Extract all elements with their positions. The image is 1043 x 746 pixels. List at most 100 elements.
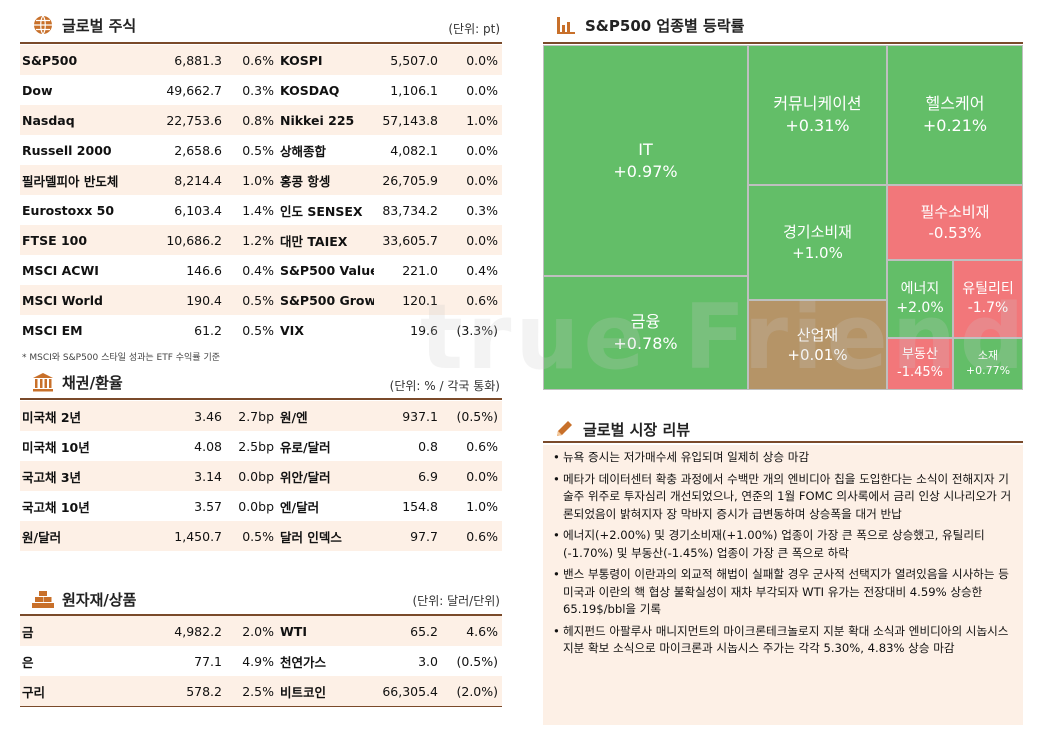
review-item: 에너지(+2.00%) 및 경기소비재(+1.00%) 업종이 가장 큰 폭으로… bbox=[553, 527, 1017, 562]
row-change: 1.0% bbox=[442, 105, 502, 135]
row-change: 0.0% bbox=[442, 225, 502, 255]
row-name: 미국채 10년 bbox=[22, 439, 90, 455]
row-change: 0.3% bbox=[242, 82, 274, 98]
row-value: 2,658.6 bbox=[174, 142, 222, 158]
table-row: S&P500 6,881.3 0.6% KOSPI 5,507.0 0.0% bbox=[20, 45, 502, 75]
row-name: 홍콩 항셍 bbox=[278, 165, 374, 195]
bonds-fx-title: 채권/환율 bbox=[62, 373, 123, 392]
row-value: 154.8 bbox=[402, 498, 438, 514]
row-value: 578.2 bbox=[150, 676, 226, 706]
row-change: (0.5%) bbox=[442, 401, 502, 431]
row-name: 국고채 3년 bbox=[20, 461, 150, 491]
global-stocks-table: S&P500 6,881.3 0.6% KOSPI 5,507.0 0.0% Dow 49,6… bbox=[20, 45, 502, 345]
sector-change: +0.78% bbox=[613, 334, 678, 353]
row-change: 1.4% bbox=[242, 202, 274, 218]
row-change: (3.3%) bbox=[456, 322, 498, 338]
sector-tile-energy: 에너지 +2.0% bbox=[888, 261, 952, 337]
row-change: 2.0% bbox=[226, 616, 278, 646]
row-change: 0.6% bbox=[442, 521, 502, 551]
table-row: 금 4,982.2 2.0% WTI 65.2 4.6% bbox=[20, 616, 502, 646]
sector-name: 부동산 bbox=[902, 347, 938, 363]
table-row: 원/달러 1,450.7 0.5% 달러 인덱스 97.7 0.6% bbox=[20, 521, 502, 551]
sector-treemap: IT +0.97% 커뮤니케이션 +0.31% 헬스케어 +0.21% 경기소비… bbox=[543, 45, 1023, 390]
divider bbox=[20, 42, 502, 44]
row-value: 97.7 bbox=[374, 521, 442, 551]
sector-tile-materials: 소재 +0.77% bbox=[954, 339, 1022, 389]
globe-icon bbox=[32, 14, 54, 36]
row-value: 120.1 bbox=[374, 285, 442, 315]
row-change: 4.6% bbox=[442, 616, 502, 646]
sector-name: 소재 bbox=[977, 349, 999, 363]
row-name: S&P500 Value bbox=[280, 262, 374, 278]
sector-change: -1.45% bbox=[897, 365, 943, 380]
row-value: 6,881.3 bbox=[150, 45, 226, 75]
row-change: 0.0% bbox=[442, 461, 502, 491]
sector-name: 필수소비재 bbox=[920, 203, 990, 222]
divider bbox=[543, 441, 1023, 443]
sector-name: 금융 bbox=[630, 312, 661, 332]
table-row: FTSE 100 10,686.2 1.2% 대만 TAIEX 33,605.7 0.0% bbox=[20, 225, 502, 255]
row-name: S&P500 bbox=[20, 45, 150, 75]
row-value: 3.57 bbox=[194, 498, 222, 514]
row-name: 국고채 10년 bbox=[22, 499, 90, 515]
row-name: 비트코인 bbox=[278, 676, 374, 706]
row-change: 0.6% bbox=[466, 438, 498, 454]
sector-name: 산업재 bbox=[796, 325, 839, 344]
row-value: 1,450.7 bbox=[150, 521, 226, 551]
sector-map-title: S&P500 업종별 등락률 bbox=[585, 16, 745, 35]
row-name: FTSE 100 bbox=[20, 225, 150, 255]
row-value: 4,982.2 bbox=[150, 616, 226, 646]
sector-name: IT bbox=[638, 139, 653, 159]
sector-name: 에너지 bbox=[900, 281, 940, 298]
row-value: 65.2 bbox=[374, 616, 442, 646]
global-stocks-header: 글로벌 주식 bbox=[32, 14, 136, 36]
row-value: 66,305.4 bbox=[374, 676, 442, 706]
row-change: 1.0% bbox=[226, 165, 278, 195]
row-value: 221.0 bbox=[402, 262, 438, 278]
row-name: MSCI ACWI bbox=[22, 262, 99, 278]
bonds-fx-table: 미국채 2년 3.46 2.7bp 원/엔 937.1 (0.5%) 미국채 10년 4.08… bbox=[20, 401, 502, 551]
row-name: Nasdaq bbox=[20, 105, 150, 135]
row-change: 0.5% bbox=[226, 521, 278, 551]
row-value: 3.14 bbox=[150, 461, 226, 491]
row-change: 0.5% bbox=[242, 322, 274, 338]
row-name: VIX bbox=[280, 322, 304, 338]
table-row: 필라델피아 반도체 8,214.4 1.0% 홍콩 항셍 26,705.9 0.0% bbox=[20, 165, 502, 195]
commodities-unit: (단위: 달러/단위) bbox=[412, 594, 500, 608]
row-change: 2.5% bbox=[226, 676, 278, 706]
row-change: 0.0bp bbox=[226, 461, 278, 491]
row-value: 26,705.9 bbox=[374, 165, 442, 195]
sector-tile-utilities: 유틸리티 -1.7% bbox=[954, 261, 1022, 337]
sector-tile-healthcare: 헬스케어 +0.21% bbox=[888, 46, 1022, 184]
bar-chart-icon bbox=[555, 14, 577, 36]
row-value: 8,214.4 bbox=[150, 165, 226, 195]
row-name: MSCI World bbox=[20, 285, 150, 315]
row-change: 0.8% bbox=[226, 105, 278, 135]
market-review-title: 글로벌 시장 리뷰 bbox=[583, 420, 691, 439]
global-stocks-unit: (단위: pt) bbox=[448, 22, 500, 36]
divider bbox=[543, 42, 1023, 44]
sector-name: 커뮤니케이션 bbox=[773, 94, 862, 114]
table-row: Nasdaq 22,753.6 0.8% Nikkei 225 57,143.8 1.0% bbox=[20, 105, 502, 135]
row-value: 61.2 bbox=[194, 322, 222, 338]
sector-name: 헬스케어 bbox=[925, 94, 985, 114]
row-name: S&P500 Growth bbox=[278, 285, 374, 315]
review-item: 밴스 부통령이 이란과의 외교적 해법이 실패할 경우 군사적 선택지가 열려있… bbox=[553, 566, 1017, 619]
table-row: Russell 2000 2,658.6 0.5% 상해종합 4,082.1 0.0% bbox=[20, 135, 502, 165]
market-review-list: 뉴욕 증시는 저가매수세 유입되며 일제히 상승 마감메타가 데이터센터 확충 … bbox=[543, 445, 1023, 658]
sector-change: +0.97% bbox=[613, 161, 678, 181]
market-review-header: 글로벌 시장 리뷰 bbox=[553, 418, 690, 440]
sector-change: +1.0% bbox=[792, 243, 843, 262]
commodities-table: 금 4,982.2 2.0% WTI 65.2 4.6% 은 77.1 4.9% 천연가스 3.0(… bbox=[20, 616, 502, 706]
sector-tile-it: IT +0.97% bbox=[544, 46, 747, 275]
review-item: 메타가 데이터센터 확충 과정에서 수백만 개의 엔비디아 칩을 도입한다는 소… bbox=[553, 471, 1017, 524]
divider bbox=[20, 398, 502, 400]
row-name: 대만 TAIEX bbox=[278, 225, 374, 255]
global-stocks-title: 글로벌 주식 bbox=[62, 16, 137, 35]
row-value: 190.4 bbox=[150, 285, 226, 315]
row-change: 0.4% bbox=[466, 262, 498, 278]
row-change: 0.0% bbox=[442, 45, 502, 75]
row-value: 1,106.1 bbox=[390, 82, 438, 98]
table-row: MSCI EM 61.2 0.5% VIX 19.6 (3.3%) bbox=[20, 315, 502, 345]
sector-tile-consumer-discretionary: 경기소비재 +1.0% bbox=[749, 186, 886, 299]
